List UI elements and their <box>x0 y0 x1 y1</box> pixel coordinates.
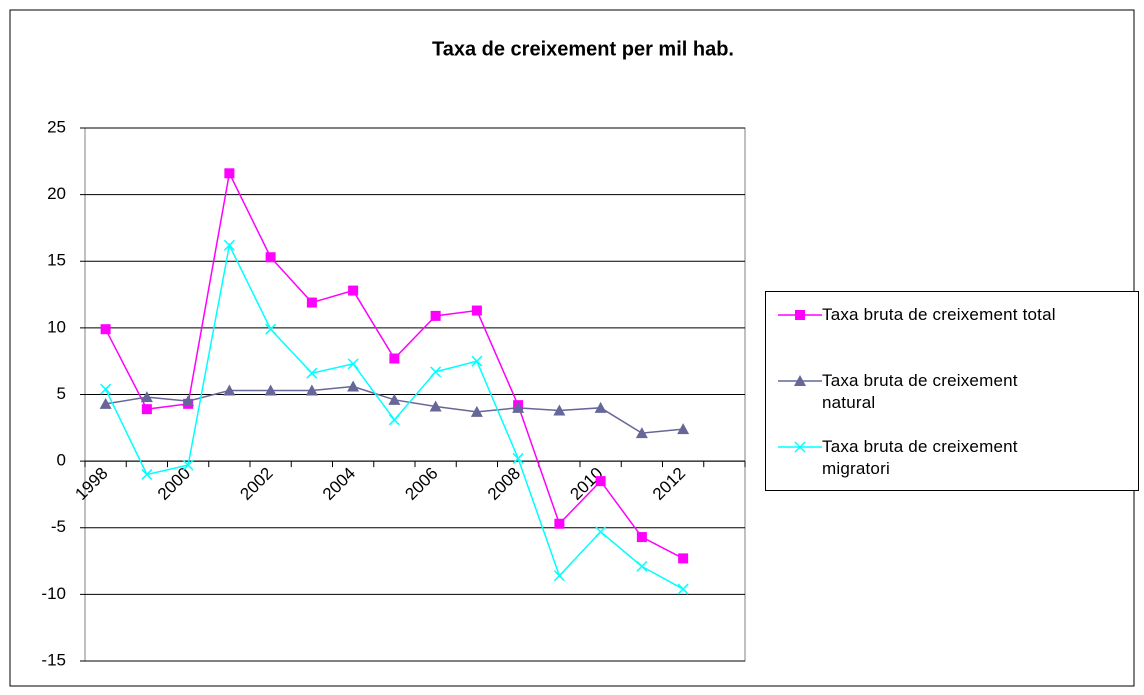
marker <box>512 452 524 464</box>
y-tick-label: 0 <box>57 451 66 470</box>
marker <box>594 401 607 413</box>
marker <box>223 384 236 396</box>
marker <box>636 532 647 543</box>
y-tick-label: -10 <box>41 584 66 603</box>
marker <box>182 459 194 471</box>
marker <box>470 405 483 417</box>
marker <box>388 414 400 426</box>
marker <box>430 366 442 378</box>
y-tick-label: 25 <box>47 117 66 136</box>
marker <box>99 397 112 409</box>
marker <box>388 393 401 405</box>
marker <box>553 570 565 582</box>
y-tick-label: -5 <box>51 517 66 536</box>
marker <box>794 375 806 386</box>
marker <box>430 310 441 321</box>
chart-title: Taxa de creixement per mil hab. <box>432 38 734 60</box>
marker <box>348 285 359 296</box>
y-tick-label: 15 <box>47 251 66 270</box>
marker <box>471 305 482 316</box>
marker <box>553 404 566 416</box>
marker <box>636 560 648 572</box>
marker <box>677 583 689 595</box>
y-tick-label: 10 <box>47 317 66 336</box>
marker <box>306 367 318 379</box>
y-tick-label: 5 <box>57 384 66 403</box>
legend-label: Taxa bruta de creixement total <box>822 305 1056 324</box>
legend-label: Taxa bruta de creixement migratori <box>822 437 1018 478</box>
marker <box>678 553 689 564</box>
marker <box>264 384 277 396</box>
marker <box>595 476 606 487</box>
legend-label: Taxa bruta de creixement natural <box>822 371 1018 412</box>
marker <box>794 441 806 453</box>
marker <box>265 252 276 263</box>
marker <box>182 395 195 407</box>
marker <box>595 526 607 538</box>
marker <box>141 468 153 480</box>
marker <box>223 239 235 251</box>
y-tick-label: 20 <box>47 184 66 203</box>
marker <box>305 384 318 396</box>
legend-swatch <box>778 375 822 386</box>
marker <box>795 310 805 320</box>
legend-swatch <box>778 441 822 453</box>
marker <box>347 358 359 370</box>
legend-swatch <box>778 310 822 320</box>
y-tick-label: -15 <box>41 650 66 669</box>
marker <box>347 380 360 392</box>
legend: Taxa bruta de creixement total Taxa bruta… <box>765 291 1139 491</box>
marker <box>265 323 277 335</box>
legend-item: Taxa bruta de creixement total <box>766 304 1136 326</box>
marker <box>512 401 525 413</box>
marker <box>429 400 442 412</box>
marker <box>140 391 153 403</box>
marker <box>677 423 690 435</box>
marker <box>100 383 112 395</box>
marker <box>635 427 648 439</box>
marker <box>389 353 400 364</box>
legend-item: Taxa bruta de creixement natural <box>766 370 1136 414</box>
marker <box>306 297 317 308</box>
marker <box>554 518 565 529</box>
legend-item: Taxa bruta de creixement migratori <box>766 436 1136 480</box>
marker <box>224 168 235 179</box>
marker <box>141 404 152 415</box>
marker <box>100 324 111 335</box>
marker <box>471 355 483 367</box>
